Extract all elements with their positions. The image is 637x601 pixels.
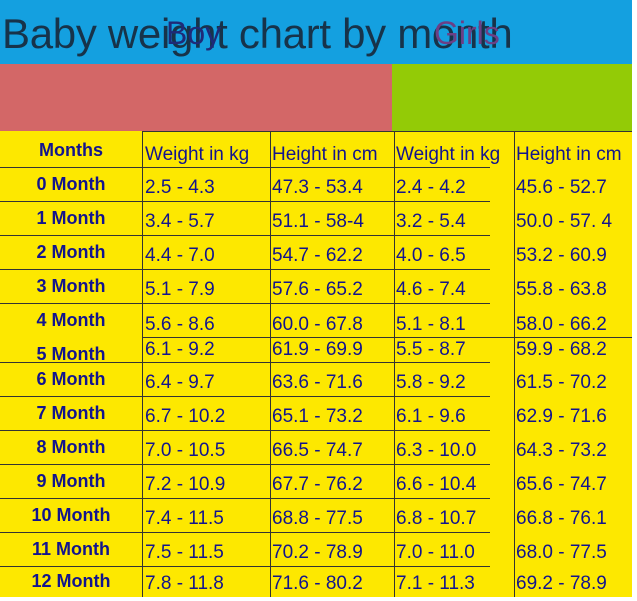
table-cell-boy-weight: 7.0 - 10.5 [145, 440, 226, 461]
table-cell-boy-weight: 7.5 - 11.5 [145, 542, 224, 563]
month-label: 11 Month [31, 539, 110, 559]
table-cell-girl-height: 55.8 - 63.8 [516, 279, 607, 300]
row-divider [0, 362, 490, 363]
table-cell-girl-weight: 6.1 - 9.6 [396, 406, 466, 427]
boy-weight-header: Weight in kg [145, 144, 250, 165]
row-divider [0, 235, 490, 236]
table-cell-girl-height: 45.6 - 52.7 [516, 177, 607, 198]
month-label: 4 Month [36, 310, 106, 330]
table-cell-boy-weight: 6.4 - 9.7 [145, 372, 215, 393]
table-cell-girl-height: 50.0 - 57. 4 [516, 211, 613, 232]
table-cell-boy-weight: 3.4 - 5.7 [145, 211, 215, 232]
month-label: 12 Month [31, 571, 111, 591]
table-cell-girl-weight: 5.1 - 8.1 [396, 314, 466, 335]
table-cell-boy-height: 65.1 - 73.2 [272, 406, 363, 427]
table-cell-boy-weight: 7.4 - 11.5 [145, 508, 224, 529]
table-cell-boy-weight: 7.2 - 10.9 [145, 474, 226, 495]
month-label: 0 Month [36, 174, 106, 194]
row-divider [0, 167, 490, 168]
table-cell-girl-weight: 7.1 - 11.3 [396, 573, 475, 594]
month-label: 9 Month [36, 471, 106, 491]
table-cell-boy-height: 67.7 - 76.2 [272, 474, 363, 495]
months-header: Months [39, 140, 103, 160]
month-label: 8 Month [36, 437, 106, 457]
table-cell-girl-height: 53.2 - 60.9 [516, 245, 607, 266]
month-label: 6 Month [36, 369, 106, 389]
table-cell-girl-height: 66.8 - 76.1 [516, 508, 607, 529]
table-cell-girl-weight: 5.8 - 9.2 [396, 372, 466, 393]
weight-table [0, 131, 632, 597]
row-divider [142, 337, 632, 338]
table-cell-boy-weight: 7.8 - 11.8 [145, 573, 224, 594]
table-cell-girl-weight: 6.6 - 10.4 [396, 474, 477, 495]
row-divider [0, 303, 490, 304]
girl-height-header: Height in cm [516, 144, 622, 165]
table-cell-boy-weight: 6.1 - 9.2 [145, 339, 215, 360]
table-cell-boy-height: 63.6 - 71.6 [272, 372, 363, 393]
table-cell-girl-weight: 4.6 - 7.4 [396, 279, 466, 300]
table-cell-boy-weight: 2.5 - 4.3 [145, 177, 215, 198]
table-cell-girl-height: 61.5 - 70.2 [516, 372, 607, 393]
table-cell-girl-height: 62.9 - 71.6 [516, 406, 607, 427]
table-cell-boy-height: 68.8 - 77.5 [272, 508, 363, 529]
table-cell-girl-weight: 2.4 - 4.2 [396, 177, 466, 198]
table-cell-boy-height: 66.5 - 74.7 [272, 440, 363, 461]
row-divider [0, 269, 490, 270]
boy-label: Boy [166, 15, 222, 51]
table-cell-girl-height: 68.0 - 77.5 [516, 542, 607, 563]
table-cell-boy-height: 60.0 - 67.8 [272, 314, 363, 335]
table-cell-girl-weight: 3.2 - 5.4 [396, 211, 466, 232]
boy-height-header: Height in cm [272, 144, 378, 165]
table-cell-boy-height: 47.3 - 53.4 [272, 177, 363, 198]
table-cell-girl-height: 64.3 - 73.2 [516, 440, 607, 461]
row-divider [0, 396, 490, 397]
month-label: 3 Month [36, 276, 106, 296]
row-divider [0, 532, 490, 533]
column-divider [142, 131, 143, 597]
girls-label: Girls [434, 15, 500, 51]
girl-weight-header: Weight in kg [396, 144, 501, 165]
table-cell-girl-weight: 6.3 - 10.0 [396, 440, 477, 461]
page-title: Baby weight chart by month [2, 10, 513, 57]
boy-header [0, 64, 392, 131]
table-cell-boy-height: 51.1 - 58-4 [272, 211, 364, 232]
month-label: 5 Month [36, 344, 106, 364]
row-divider [0, 201, 490, 202]
table-cell-boy-weight: 5.6 - 8.6 [145, 314, 215, 335]
table-cell-boy-height: 57.6 - 65.2 [272, 279, 363, 300]
month-label: 2 Month [36, 242, 106, 262]
month-label: 1 Month [36, 208, 106, 228]
table-cell-girl-height: 69.2 - 78.9 [516, 573, 607, 594]
table-cell-girl-weight: 4.0 - 6.5 [396, 245, 466, 266]
row-divider [0, 498, 490, 499]
row-divider [0, 430, 490, 431]
table-cell-girl-height: 58.0 - 66.2 [516, 314, 607, 335]
table-cell-boy-height: 61.9 - 69.9 [272, 339, 363, 360]
table-cell-boy-weight: 4.4 - 7.0 [145, 245, 215, 266]
row-divider [142, 131, 632, 132]
table-cell-boy-height: 71.6 - 80.2 [272, 573, 363, 594]
column-divider [270, 131, 271, 597]
table-cell-boy-height: 70.2 - 78.9 [272, 542, 363, 563]
table-cell-boy-weight: 5.1 - 7.9 [145, 279, 215, 300]
title-bar [0, 0, 632, 64]
table-cell-girl-height: 59.9 - 68.2 [516, 339, 607, 360]
month-label: 7 Month [36, 403, 106, 423]
girls-header [392, 64, 632, 131]
table-cell-girl-height: 65.6 - 74.7 [516, 474, 607, 495]
row-divider [0, 464, 490, 465]
table-cell-boy-height: 54.7 - 62.2 [272, 245, 363, 266]
row-divider [0, 566, 490, 567]
table-cell-boy-weight: 6.7 - 10.2 [145, 406, 226, 427]
table-cell-girl-weight: 5.5 - 8.7 [396, 339, 466, 360]
table-cell-girl-weight: 7.0 - 11.0 [396, 542, 475, 563]
column-divider [514, 131, 515, 597]
month-label: 10 Month [31, 505, 111, 525]
table-cell-girl-weight: 6.8 - 10.7 [396, 508, 477, 529]
column-divider [394, 131, 395, 597]
